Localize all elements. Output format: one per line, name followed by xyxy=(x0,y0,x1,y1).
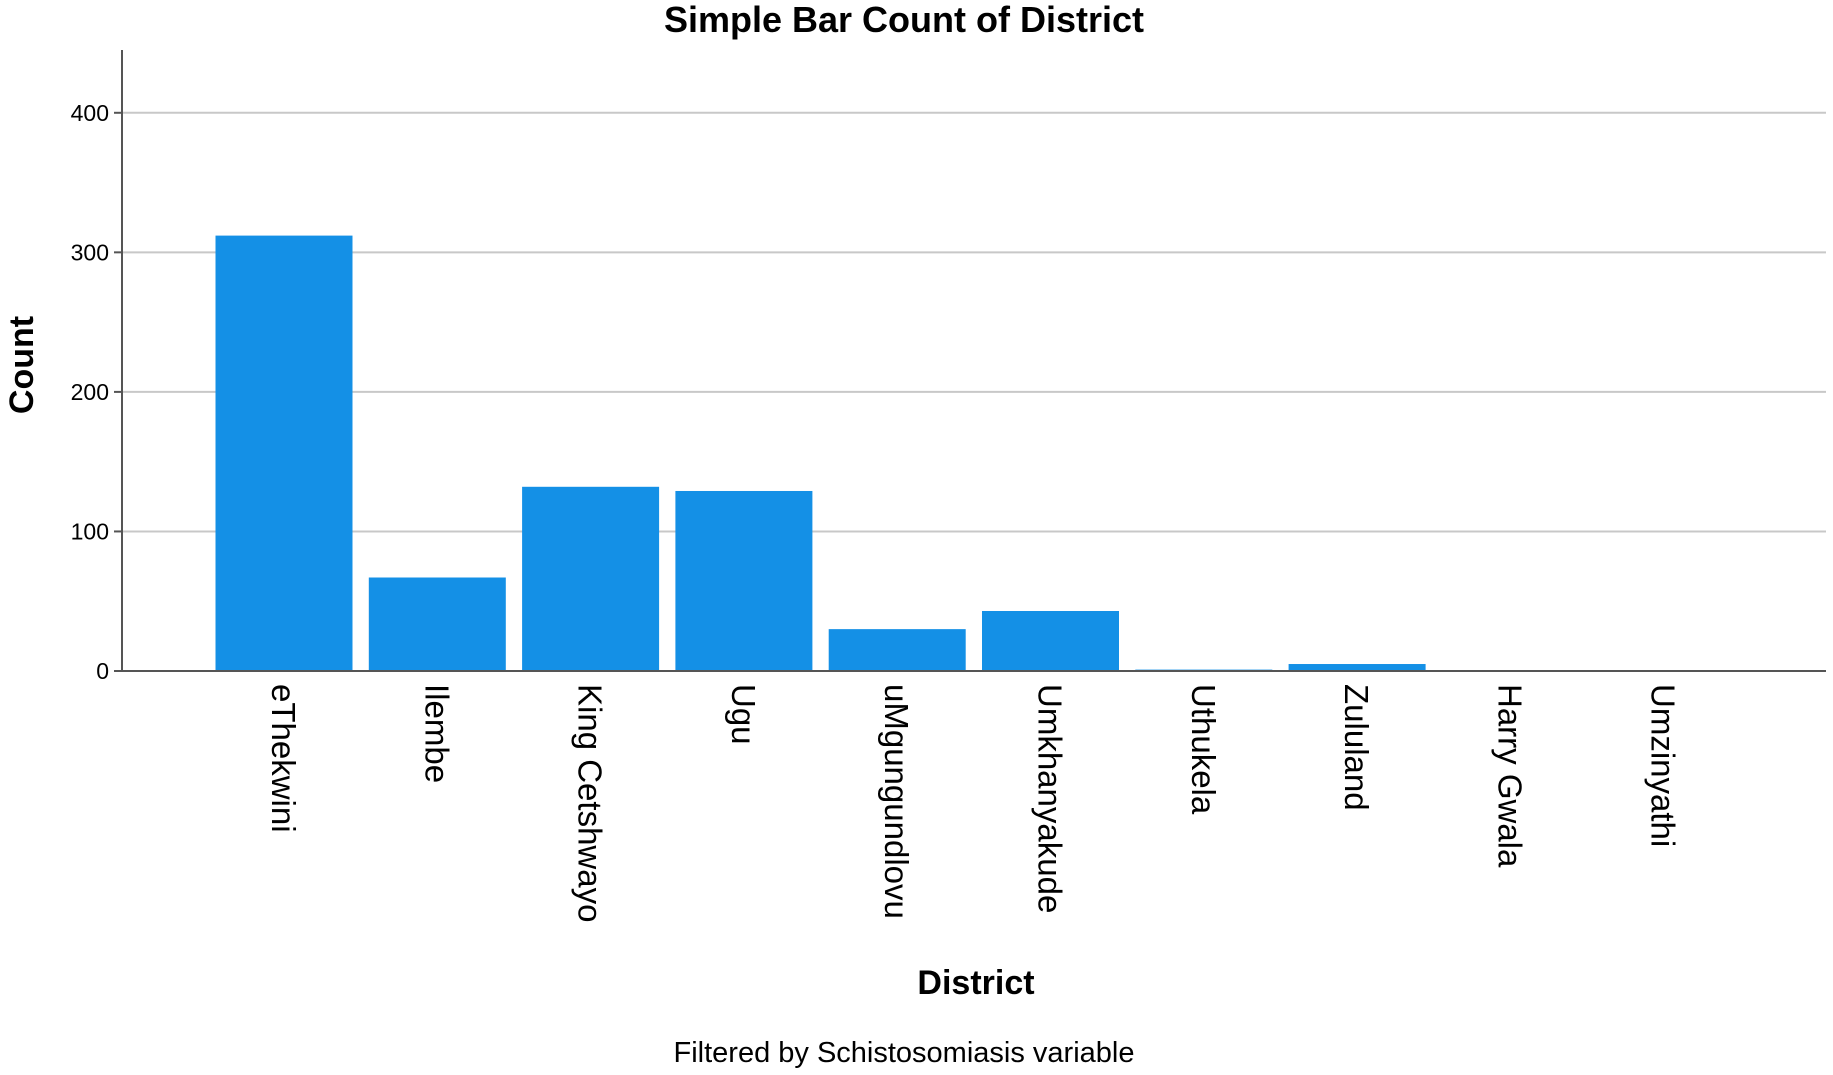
x-category-label: Uthukela xyxy=(1185,684,1222,815)
x-category-label: Ilembe xyxy=(418,684,455,783)
bar-umgungundlovu xyxy=(828,629,966,671)
bar-ilembe xyxy=(368,577,506,671)
y-tick-label: 100 xyxy=(71,518,109,544)
x-axis-category-labels: eThekwini Ilembe King Cetshwayo Ugu uMgungun… xyxy=(265,684,1682,922)
bar-umkhanyakude xyxy=(982,610,1119,671)
bar-ugu xyxy=(675,490,813,671)
bar-zululand xyxy=(1288,664,1426,671)
x-category-label: Umzinyathi xyxy=(1645,684,1682,847)
y-tick-label: 0 xyxy=(96,658,109,684)
y-tick-label: 300 xyxy=(71,239,109,265)
y-axis-title: Count xyxy=(3,316,41,414)
bar-ethekwini xyxy=(215,235,353,672)
x-category-label: Umkhanyakude xyxy=(1032,684,1069,913)
chart-footnote: Filtered by Schistosomiasis variable xyxy=(674,1037,1135,1069)
x-category-label: Harry Gwala xyxy=(1491,684,1528,868)
y-tick-label: 200 xyxy=(71,379,109,405)
chart-title: Simple Bar Count of District xyxy=(664,0,1144,40)
x-category-label: eThekwini xyxy=(265,684,302,833)
x-category-label: uMgungundlovu xyxy=(878,684,915,919)
x-category-label: Ugu xyxy=(725,684,762,745)
y-tick-label: 400 xyxy=(71,100,109,126)
x-axis-title: District xyxy=(917,964,1034,1002)
bar-king-cetshwayo xyxy=(522,486,660,671)
gridlines xyxy=(122,111,1826,533)
x-category-label: Zululand xyxy=(1338,684,1375,811)
x-category-label: King Cetshwayo xyxy=(572,684,609,922)
y-axis-ticks: 0 100 200 300 400 xyxy=(71,100,122,684)
bars xyxy=(215,235,1426,672)
